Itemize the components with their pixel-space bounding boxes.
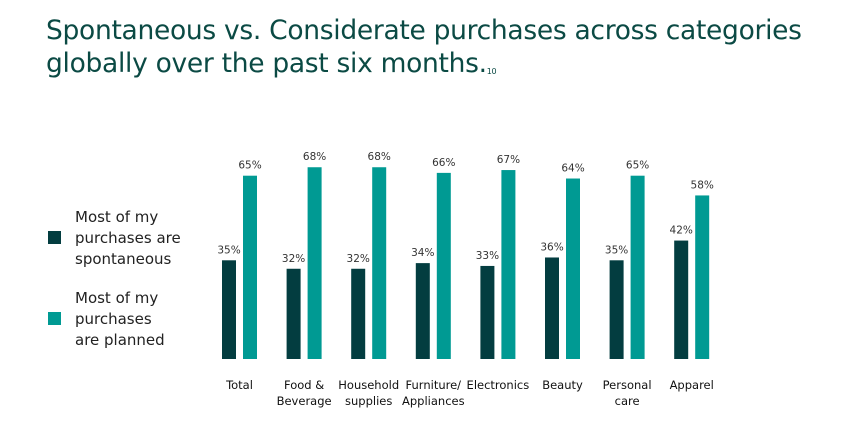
data-label-planned: 65%	[238, 160, 261, 172]
legend-label-spontaneous: Most of my purchases are spontaneous	[75, 207, 195, 270]
data-label-spontaneous: 36%	[540, 241, 563, 253]
category-label: care	[615, 394, 640, 408]
data-label-planned: 68%	[303, 151, 326, 163]
bar-planned	[307, 167, 322, 359]
legend-line: spontaneous	[75, 250, 172, 268]
legend-line: are planned	[75, 331, 165, 349]
legend-label-planned: Most of my purchases are planned	[75, 288, 195, 351]
legend-line: purchases	[75, 310, 152, 328]
bar-planned	[436, 172, 451, 359]
bar-spontaneous	[415, 263, 430, 359]
data-label-planned: 68%	[368, 151, 391, 163]
legend-item-planned: Most of my purchases are planned	[48, 288, 195, 351]
legend-line: Most of my	[75, 289, 159, 307]
bar-spontaneous	[609, 260, 624, 359]
bar-planned	[501, 170, 516, 359]
chart-title: Spontaneous vs. Considerate purchases ac…	[46, 15, 802, 79]
category-label: Personal	[603, 378, 652, 392]
bar-planned	[566, 178, 580, 359]
bar-spontaneous	[286, 268, 301, 359]
data-label-spontaneous: 32%	[347, 253, 370, 265]
category-label: Appliances	[402, 394, 465, 408]
bar-spontaneous	[351, 268, 366, 359]
legend-line: Most of my	[75, 208, 159, 226]
category-label: Beauty	[542, 378, 583, 392]
bar-planned	[372, 167, 387, 359]
category-label: Furniture/	[406, 378, 462, 392]
data-label-spontaneous: 35%	[605, 244, 628, 256]
legend-swatch-planned	[48, 312, 61, 325]
bar-planned	[243, 175, 257, 359]
data-label-planned: 66%	[432, 157, 455, 169]
bar-planned	[630, 175, 645, 359]
data-label-spontaneous: 42%	[670, 225, 693, 237]
data-label-planned: 67%	[497, 154, 520, 166]
legend-item-spontaneous: Most of my purchases are spontaneous	[48, 207, 195, 270]
bar-spontaneous	[480, 265, 495, 359]
data-label-spontaneous: 35%	[217, 244, 240, 256]
bar-spontaneous	[222, 260, 236, 359]
legend-line: purchases are	[75, 229, 181, 247]
bar-spontaneous	[674, 240, 689, 359]
category-label: Total	[225, 378, 253, 392]
bar-spontaneous	[545, 257, 559, 359]
category-label: Electronics	[467, 378, 530, 392]
category-label: Apparel	[670, 378, 714, 392]
bar-planned	[695, 195, 710, 359]
category-label: Household	[338, 378, 399, 392]
category-label: Beverage	[277, 394, 332, 408]
data-label-spontaneous: 33%	[476, 250, 499, 262]
data-label-planned: 65%	[626, 160, 649, 172]
data-label-planned: 58%	[691, 179, 714, 191]
data-label-spontaneous: 32%	[282, 253, 305, 265]
data-label-planned: 64%	[561, 163, 584, 175]
category-label: Food &	[284, 378, 324, 392]
legend-swatch-spontaneous	[48, 231, 61, 244]
category-label: supplies	[345, 394, 392, 408]
title-footnote: 10	[486, 67, 497, 76]
data-label-spontaneous: 34%	[411, 247, 434, 259]
